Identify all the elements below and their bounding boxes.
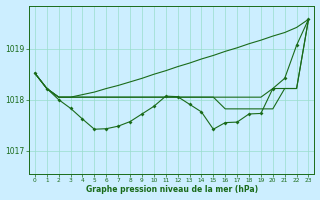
X-axis label: Graphe pression niveau de la mer (hPa): Graphe pression niveau de la mer (hPa) [86,185,258,194]
